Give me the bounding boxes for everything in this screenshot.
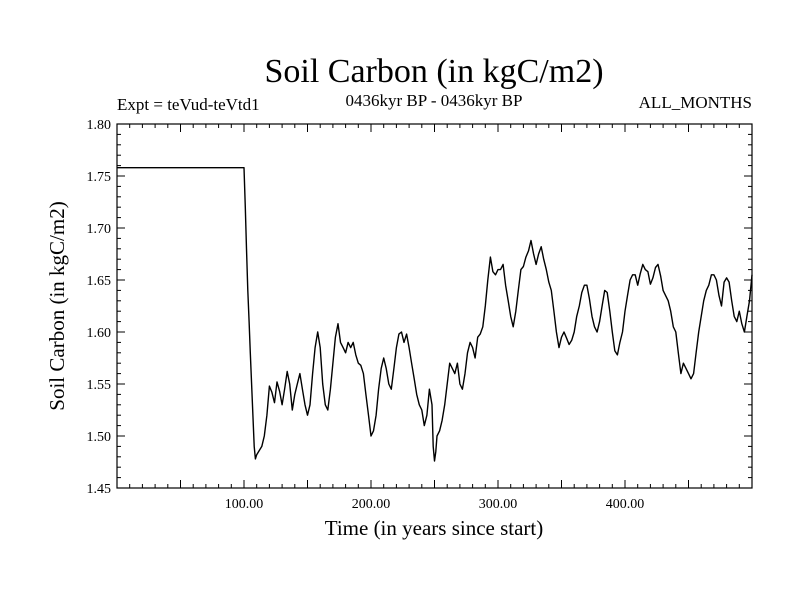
y-tick-label: 1.50 [87, 430, 112, 445]
experiment-label: Expt = teVud-teVtd1 [117, 95, 260, 114]
y-tick-label: 1.70 [87, 222, 112, 237]
y-tick-label: 1.80 [87, 118, 112, 133]
y-tick-label: 1.65 [87, 274, 112, 289]
x-tick-label: 100.00 [225, 497, 264, 512]
chart-title: Soil Carbon (in kgC/m2) [264, 53, 603, 90]
months-label: ALL_MONTHS [639, 93, 752, 112]
period-label: 0436kyr BP - 0436kyr BP [346, 91, 523, 110]
x-tick-label: 400.00 [606, 497, 645, 512]
axis-ticks: 1.45 1.50 1.55 1.60 1.65 1.70 1.75 1.80 100.00 20… [87, 118, 752, 512]
plot-frame [116, 123, 753, 489]
x-tick-label: 200.00 [352, 497, 391, 512]
soil-carbon-series-line [117, 166, 753, 462]
y-tick-label: 1.60 [87, 326, 112, 341]
y-tick-label: 1.55 [87, 378, 112, 393]
x-axis-label: Time (in years since start) [325, 516, 544, 540]
y-tick-label: 1.45 [87, 482, 112, 497]
series-layer [117, 166, 753, 462]
y-tick-label: 1.75 [87, 170, 112, 185]
y-axis-label: Soil Carbon (in kgC/m2) [45, 201, 69, 410]
x-tick-label: 300.00 [479, 497, 518, 512]
